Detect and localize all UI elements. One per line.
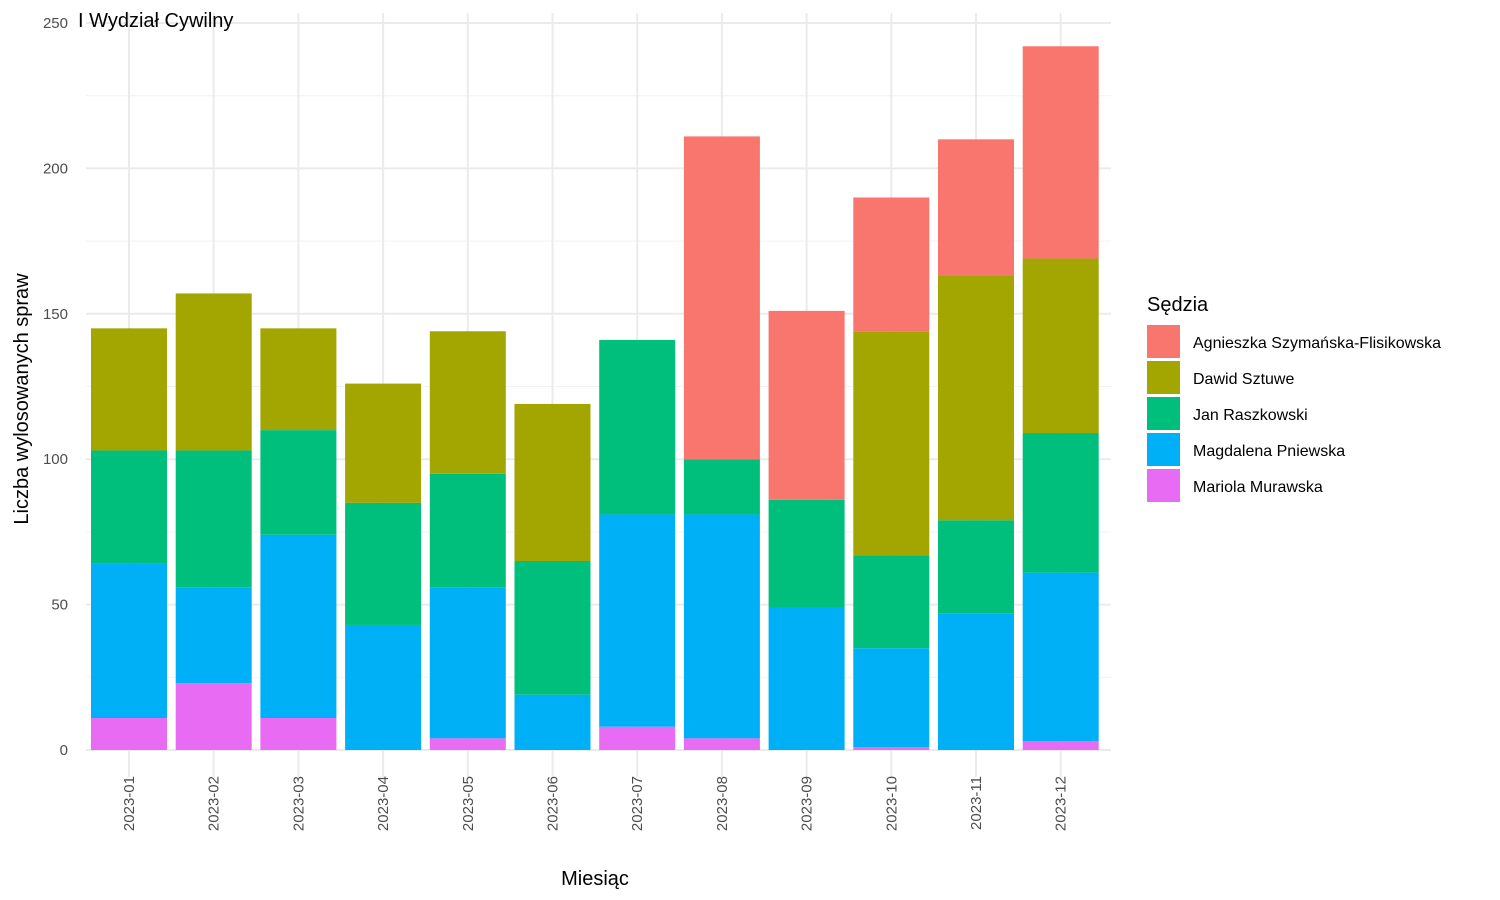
bar-segment — [260, 718, 337, 750]
x-axis-ticks: 2023-01 2023-02 2023-03 2023-04 2023-05 2023-… — [121, 776, 1070, 831]
bar-segment — [429, 473, 506, 588]
bar-segment — [768, 310, 845, 500]
x-tick-label: 2023-08 — [714, 776, 731, 831]
bar-segment — [514, 694, 591, 750]
bars — [91, 46, 1099, 750]
bar-segment — [599, 339, 676, 515]
bar-segment — [599, 726, 676, 750]
bar-segment — [91, 563, 167, 719]
bar-segment — [1022, 258, 1099, 434]
y-tick-label: 150 — [43, 306, 68, 323]
bar-segment — [853, 331, 930, 556]
bar-segment — [175, 587, 252, 684]
bar-segment — [1022, 741, 1099, 750]
bar-segment — [938, 613, 1014, 750]
bar-segment — [599, 514, 676, 727]
legend-title: Sędzia — [1147, 294, 1209, 316]
bar-segment — [429, 331, 506, 474]
x-axis-title: Miesiąc — [561, 868, 629, 890]
bar-segment — [853, 648, 930, 748]
legend-label: Mariola Murawska — [1193, 479, 1323, 496]
bar-segment — [175, 293, 252, 451]
legend-key — [1147, 469, 1180, 502]
chart-title: I Wydział Cywilny — [78, 10, 233, 32]
bar-segment — [345, 383, 422, 503]
legend: Sędzia Agnieszka Szymańska-Flisikowska Da… — [1147, 294, 1441, 502]
x-tick-label: 2023-10 — [883, 776, 900, 831]
bar-segment — [938, 139, 1014, 276]
y-axis-title: Liczba wylosowanych spraw — [11, 273, 33, 525]
bar-segment — [514, 560, 591, 695]
x-tick-label: 2023-09 — [799, 776, 816, 831]
y-tick-label: 200 — [43, 160, 68, 177]
bar-segment — [91, 328, 167, 451]
x-tick-label: 2023-02 — [206, 776, 223, 831]
legend-label: Agnieszka Szymańska-Flisikowska — [1193, 335, 1441, 352]
bar-segment — [175, 683, 252, 750]
bar-segment — [91, 450, 167, 564]
x-tick-label: 2023-12 — [1053, 776, 1070, 831]
bar-segment — [768, 607, 845, 750]
bar-segment — [345, 624, 422, 750]
bar-segment — [683, 514, 760, 739]
x-tick-label: 2023-05 — [460, 776, 477, 831]
legend-key — [1147, 397, 1180, 430]
legend-label: Magdalena Pniewska — [1193, 443, 1345, 460]
x-tick-label: 2023-04 — [375, 776, 392, 831]
bar-segment — [175, 450, 252, 588]
bar-segment — [683, 738, 760, 750]
legend-label: Dawid Sztuwe — [1193, 371, 1294, 388]
x-tick-label: 2023-06 — [545, 776, 562, 831]
legend-label: Jan Raszkowski — [1193, 407, 1308, 424]
bar-segment — [1022, 572, 1099, 742]
bar-segment — [938, 520, 1014, 614]
x-tick-label: 2023-07 — [629, 776, 646, 831]
bar-segment — [1022, 433, 1099, 573]
legend-key — [1147, 433, 1180, 466]
bar-segment — [260, 430, 337, 535]
y-tick-label: 100 — [43, 451, 68, 468]
bar-segment — [91, 718, 167, 750]
bar-segment — [853, 555, 930, 649]
y-axis-ticks: 0 50 100 150 200 250 — [43, 15, 68, 759]
bar-segment — [853, 747, 930, 750]
x-tick-label: 2023-11 — [968, 776, 985, 830]
bar-segment — [345, 502, 422, 625]
bar-segment — [768, 499, 845, 608]
bar-segment — [429, 738, 506, 750]
legend-key — [1147, 361, 1180, 394]
y-tick-label: 50 — [51, 597, 68, 614]
bar-segment — [514, 403, 591, 561]
y-tick-label: 0 — [60, 742, 68, 759]
bar-segment — [1022, 46, 1099, 259]
y-tick-label: 250 — [43, 15, 68, 32]
bar-segment — [429, 587, 506, 739]
legend-key — [1147, 325, 1180, 358]
bar-segment — [260, 328, 337, 431]
bar-segment — [683, 459, 760, 515]
bar-segment — [938, 275, 1014, 521]
bar-segment — [683, 136, 760, 460]
bar-segment — [260, 534, 337, 719]
x-tick-label: 2023-03 — [290, 776, 307, 831]
bar-segment — [853, 197, 930, 332]
x-tick-label: 2023-01 — [121, 776, 138, 831]
